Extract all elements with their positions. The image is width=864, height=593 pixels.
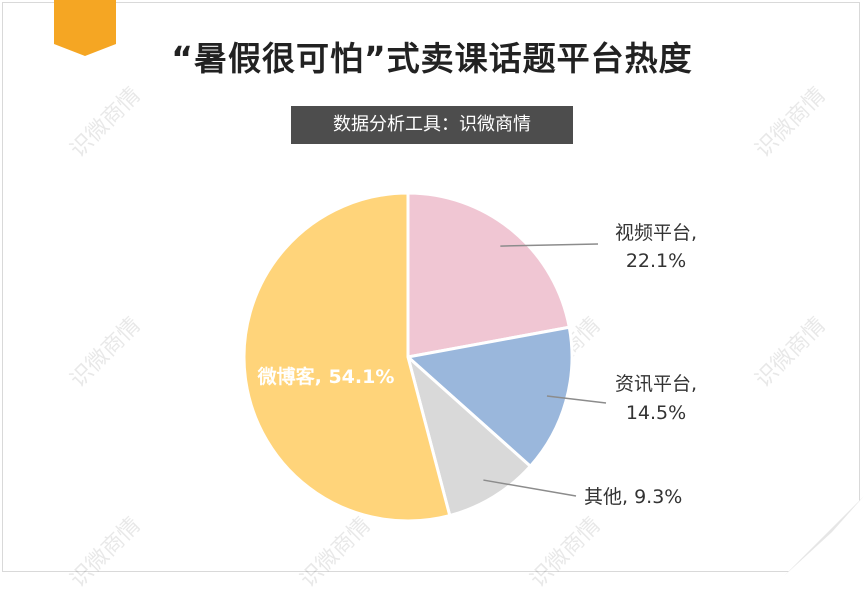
pie-chart: 视频平台, 22.1% 资讯平台, 14.5% 其他, 9.3% 微博客, 54.1% (242, 191, 697, 523)
pie-slice-2 (404, 325, 574, 469)
leader-line-1 (500, 243, 599, 247)
leader-line-3 (483, 479, 577, 497)
slice-value-label-2: 14.5% (626, 402, 686, 424)
chart-subtitle: 数据分析工具：识微商情 (291, 106, 573, 144)
slice-label-1: 视频平台, (615, 222, 697, 244)
page-curl-decoration (784, 496, 864, 576)
slice-label-4: 微博客, 54.1% (257, 365, 395, 388)
pie-slice-3 (405, 352, 533, 518)
slice-value-label-1: 22.1% (626, 250, 686, 272)
leader-line-2 (546, 395, 607, 404)
pie-slice-4 (242, 191, 452, 523)
corner-tab-decoration (54, 0, 116, 56)
chart-frame (2, 2, 860, 572)
chart-title: “暑假很可怕”式卖课话题平台热度 (171, 39, 693, 78)
slice-label-2: 资讯平台, (615, 373, 697, 395)
pie-slice-1 (406, 191, 572, 359)
slice-label-3: 其他, 9.3% (584, 486, 682, 508)
